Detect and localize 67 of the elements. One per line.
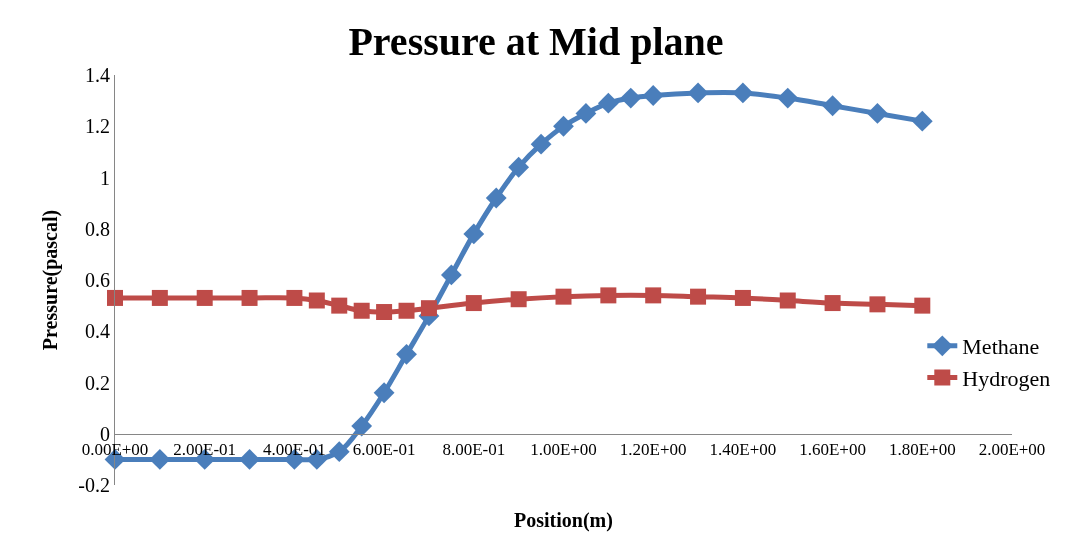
point (911, 110, 933, 132)
point (867, 103, 888, 124)
y-tick-label: 1 (100, 166, 110, 189)
point (353, 302, 370, 319)
x-tick-label: 4.00E-01 (263, 440, 326, 460)
point (396, 343, 417, 365)
point (308, 292, 325, 309)
y-tick-label: 0.8 (85, 217, 110, 240)
y-tick-label: 0.2 (85, 371, 110, 394)
point (779, 292, 796, 309)
x-tick-label: 1.40E+00 (709, 440, 777, 460)
point (331, 297, 348, 314)
point (914, 297, 931, 314)
point (822, 95, 843, 117)
y-tick-label: 1.2 (85, 115, 110, 138)
legend-label: Hydrogen (962, 365, 1051, 391)
point (687, 82, 709, 104)
point (530, 133, 552, 155)
x-tick-label: 2.00E+00 (978, 440, 1046, 460)
point (597, 92, 619, 114)
point (151, 289, 168, 306)
point (645, 287, 662, 304)
point (286, 289, 303, 306)
point (440, 264, 462, 286)
point (485, 187, 507, 209)
point (777, 87, 799, 109)
point (107, 289, 123, 306)
y-tick-label: 0.6 (85, 269, 110, 291)
chart-title: Pressure at Mid plane (348, 19, 724, 65)
point (239, 448, 260, 470)
point (620, 87, 642, 109)
point (149, 448, 171, 470)
point (398, 302, 415, 319)
x-tick-label: 1.20E+00 (619, 440, 687, 460)
legend-label: Methane (962, 334, 1040, 360)
point (690, 288, 707, 305)
point (824, 295, 841, 312)
point (553, 115, 574, 137)
y-tick-label: 0.4 (85, 320, 110, 343)
point (351, 415, 373, 437)
point (196, 289, 213, 306)
x-tick-label: 8.00E-01 (442, 440, 506, 460)
point (734, 289, 751, 306)
point (463, 223, 485, 245)
point (732, 82, 754, 104)
point (328, 441, 350, 463)
point (420, 300, 437, 317)
point (465, 295, 482, 312)
point (508, 156, 530, 178)
x-tick-label: 2.00E-01 (173, 440, 237, 460)
point (600, 287, 617, 304)
point (373, 382, 395, 404)
point (510, 291, 527, 308)
y-tick-label: 1.4 (85, 64, 110, 86)
point (555, 288, 572, 305)
point (575, 103, 597, 124)
x-tick-label: 1.80E+00 (888, 440, 956, 460)
point (642, 85, 664, 106)
x-tick-label: 1.60E+00 (799, 440, 866, 460)
point (869, 296, 886, 313)
x-axis-title: Position(m) (514, 509, 613, 532)
y-tick-label: -0.2 (78, 474, 110, 496)
x-tick-label: 6.00E-01 (352, 440, 416, 460)
x-tick-label: 1.00E+00 (530, 440, 597, 460)
y-axis-title: Pressure(pascal) (38, 209, 62, 351)
point (241, 289, 258, 306)
point (376, 304, 393, 321)
